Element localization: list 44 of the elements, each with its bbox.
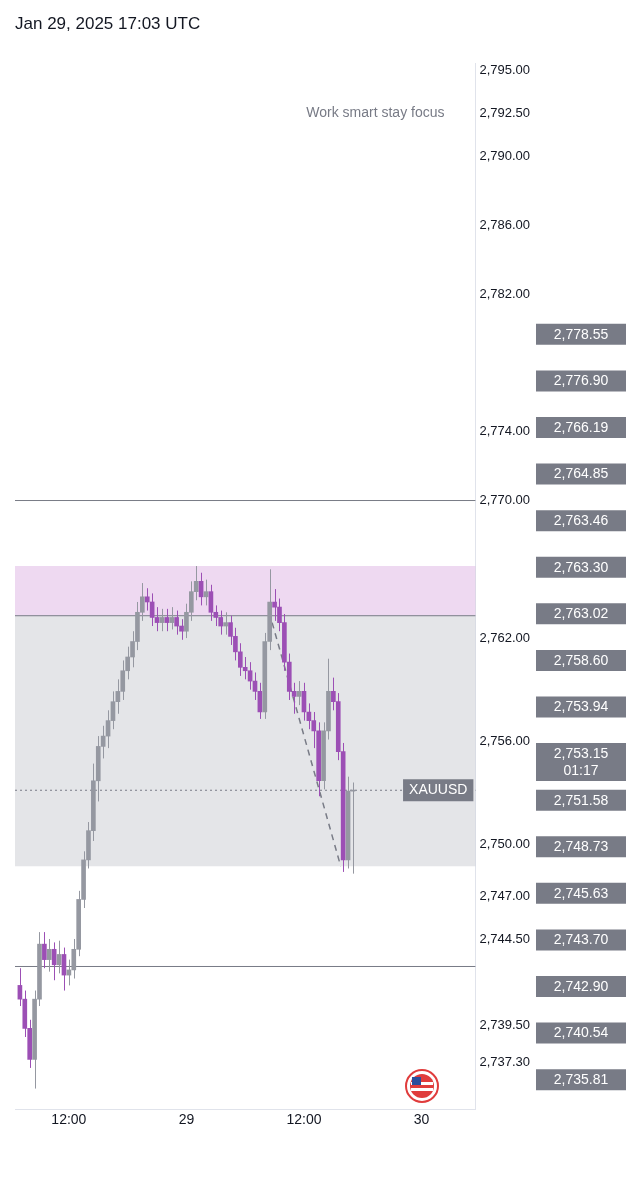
y-tick-label: 2,737.30	[479, 1054, 531, 1070]
text: 2,763.30	[553, 558, 609, 575]
x-tick-label: 30	[413, 1111, 430, 1128]
candlestick	[51, 941, 57, 981]
text: 2,763.46	[553, 512, 609, 529]
y-tick-label: 2,756.00	[479, 732, 531, 748]
text: 2,766.19	[553, 418, 609, 435]
text: 2,763.02	[553, 605, 609, 622]
candlestick	[42, 931, 47, 969]
y-tick-label: 2,795.00	[479, 62, 531, 78]
text: 2,748.73	[553, 838, 609, 855]
text: 2,778.55	[553, 325, 609, 342]
y-tick-label: 2,782.00	[479, 285, 531, 301]
x-tick-label: 12:00	[286, 1111, 322, 1128]
y-tick-label: 2,762.00	[479, 629, 531, 645]
text: 2,735.81	[553, 1071, 609, 1088]
candlestick	[46, 938, 52, 973]
text: 2,743.70	[553, 931, 609, 948]
text: 2,753.15 01:17	[553, 744, 609, 778]
chart-title: Jan 29, 2025 17:03 UTC	[15, 14, 201, 34]
y-tick-label: 2,747.00	[479, 887, 531, 903]
y-tick-label: 2,786.00	[479, 217, 531, 232]
candlestick	[144, 587, 150, 612]
text: 2,751.58	[553, 791, 609, 808]
y-tick-label: 2,739.50	[479, 1016, 531, 1032]
candlestick	[169, 606, 175, 630]
candlestick	[242, 656, 248, 680]
y-tick-label: 2,792.50	[479, 105, 531, 121]
text: 2,764.85	[553, 465, 609, 482]
text: 2,745.63	[553, 884, 609, 901]
text: 2,740.54	[553, 1024, 609, 1041]
x-tick-label: 12:00	[51, 1111, 87, 1128]
y-tick-label: 2,790.00	[479, 148, 531, 164]
text: 2,753.94	[553, 698, 609, 715]
text: 2,742.90	[553, 977, 609, 994]
x-tick-label: 29	[178, 1111, 195, 1128]
ref-line-label: XAUUSD	[409, 781, 468, 798]
text: 2,776.90	[553, 372, 609, 389]
y-tick-label: 2,750.00	[479, 835, 531, 851]
annotation: Work smart stay focus	[305, 103, 446, 120]
y-tick-label: 2,770.00	[479, 492, 531, 508]
y-tick-label: 2,774.00	[479, 423, 531, 439]
text: 2,758.60	[553, 651, 609, 668]
y-tick-label: 2,744.50	[479, 930, 531, 946]
